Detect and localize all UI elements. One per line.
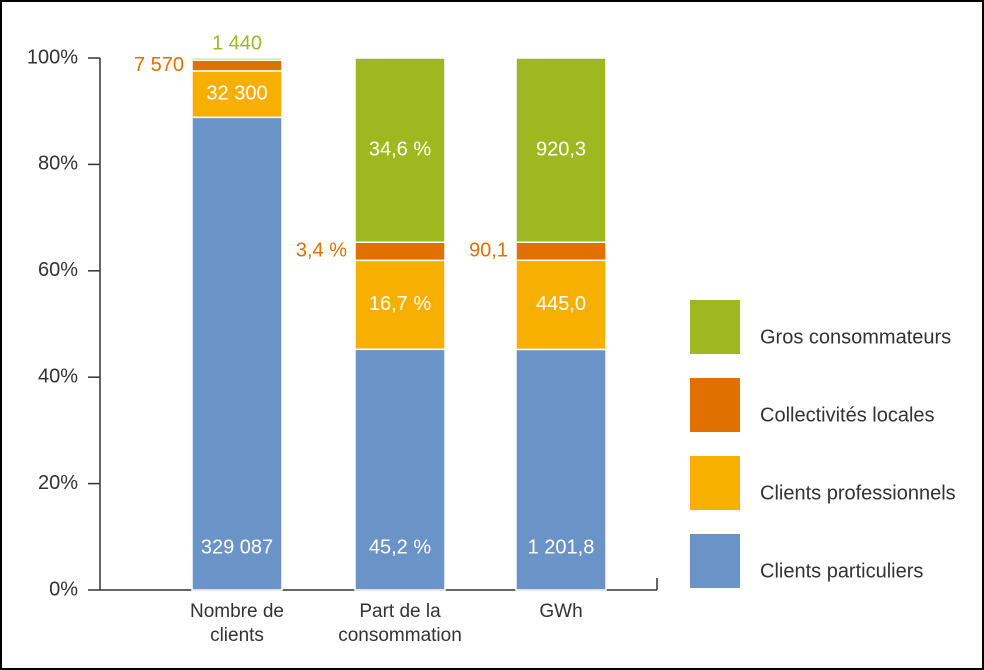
y-tick-label: 80% [38,153,78,175]
legend-label: Clients particuliers [760,560,923,582]
bar-segment [191,59,283,72]
bar-segment [191,116,283,591]
legend-swatch [690,300,740,354]
y-tick-label: 0% [49,578,78,600]
bar-segment [354,241,446,262]
data-label: 45,2 % [369,536,431,558]
legend-label: Collectivités locales [760,404,935,426]
y-tick-label: 40% [38,365,78,387]
data-label: 1 201,8 [528,536,595,558]
data-label: 32 300 [206,82,267,104]
x-tick-label: Part de la consommation [338,601,462,646]
y-tick-label: 60% [38,259,78,281]
x-tick-label: GWh [539,601,583,622]
data-label: 7 570 [134,54,184,76]
legend-swatch [690,456,740,510]
bar-segment [515,241,607,262]
data-label: 34,6 % [369,138,431,160]
data-label: 16,7 % [369,293,431,315]
bar-segment [191,70,283,119]
legend-swatch [690,534,740,588]
bar-segment [515,57,607,244]
y-tick-label: 100% [27,46,78,68]
legend-swatch [690,378,740,432]
data-label: 3,4 % [296,240,347,262]
legend-label: Clients professionnels [760,482,956,504]
data-label: 90,1 [469,240,508,262]
bar-segment [354,57,446,244]
legend-label: Gros consommateurs [760,326,951,348]
data-label: 1 440 [212,32,262,54]
bar-segment [515,348,607,591]
data-label: 445,0 [536,293,586,315]
bar-segment [354,348,446,591]
bar-segment [191,57,283,61]
data-label: 329 087 [201,536,273,558]
y-tick-label: 20% [38,472,78,494]
data-label: 920,3 [536,138,586,160]
x-tick-label: Nombre de clients [190,601,284,646]
bar-segment [515,259,607,351]
